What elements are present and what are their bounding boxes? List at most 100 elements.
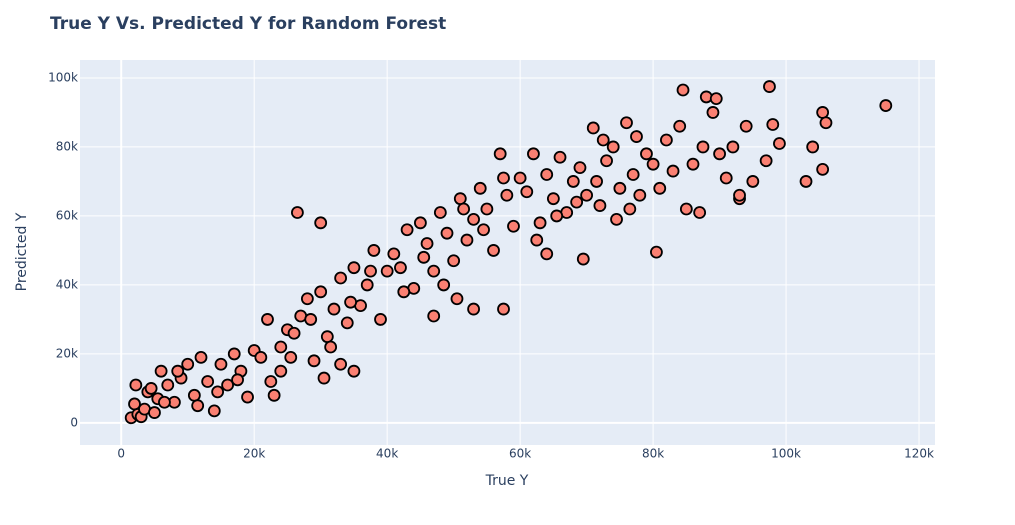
point — [733, 188, 746, 202]
point — [593, 199, 607, 212]
point — [650, 245, 663, 259]
point — [527, 147, 540, 161]
point — [719, 171, 733, 185]
point — [573, 161, 587, 175]
point — [520, 185, 534, 199]
point — [274, 340, 288, 354]
point — [158, 395, 171, 409]
grid — [80, 60, 935, 445]
point — [590, 175, 603, 188]
x-tick-label: 80k — [642, 447, 664, 461]
point — [586, 121, 600, 135]
point — [606, 140, 620, 154]
point — [816, 162, 830, 176]
point — [477, 223, 490, 237]
point — [686, 157, 700, 171]
point — [347, 364, 361, 378]
point — [437, 278, 451, 292]
point — [307, 354, 321, 368]
point — [676, 83, 690, 97]
point — [799, 175, 813, 188]
point — [497, 302, 510, 316]
point — [334, 271, 348, 285]
point — [500, 188, 514, 202]
point — [264, 375, 278, 388]
y-tick-label: 20k — [56, 346, 78, 360]
point — [420, 237, 434, 250]
x-tick-label: 40k — [376, 447, 398, 461]
y-tick-label: 0 — [70, 415, 78, 429]
point — [227, 347, 241, 361]
y-tick-label: 100k — [48, 70, 78, 84]
point — [414, 216, 427, 230]
y-axis-title: Predicted Y — [14, 212, 30, 291]
point — [679, 202, 693, 216]
point — [340, 316, 354, 330]
point — [580, 188, 594, 202]
point — [427, 309, 441, 323]
point — [659, 133, 673, 147]
point — [231, 373, 244, 387]
point — [706, 106, 720, 119]
point — [806, 140, 820, 154]
point — [314, 216, 328, 230]
point — [630, 130, 643, 143]
point — [460, 233, 474, 247]
point — [473, 181, 487, 195]
x-tick-label: 120k — [904, 447, 934, 461]
point — [447, 254, 461, 268]
x-tick-label: 20k — [243, 447, 265, 461]
y-tick-label: 80k — [56, 139, 78, 153]
point — [261, 313, 274, 326]
point — [194, 350, 208, 364]
point — [566, 175, 580, 188]
plot-area — [80, 60, 935, 445]
point — [610, 212, 623, 226]
point — [739, 119, 753, 133]
points — [124, 80, 893, 425]
point — [546, 192, 560, 206]
point — [533, 216, 547, 230]
point — [129, 378, 143, 392]
point — [666, 164, 680, 178]
point — [211, 385, 225, 399]
point — [540, 247, 554, 261]
point — [497, 171, 510, 185]
point — [207, 404, 221, 418]
point — [653, 181, 667, 195]
point — [570, 195, 584, 209]
point — [576, 252, 590, 266]
x-tick-label: 0 — [117, 447, 125, 461]
point — [613, 181, 627, 195]
y-tick-label: 60k — [56, 208, 78, 222]
point — [387, 247, 401, 261]
point — [493, 147, 507, 161]
point — [450, 292, 464, 306]
point — [696, 140, 710, 154]
point — [553, 150, 567, 164]
point — [148, 406, 161, 419]
point — [550, 209, 564, 223]
point — [626, 168, 640, 181]
point — [600, 154, 613, 168]
point — [327, 302, 341, 316]
point — [334, 357, 348, 371]
point — [187, 388, 201, 402]
point — [144, 382, 158, 395]
point — [487, 244, 500, 257]
point — [317, 371, 331, 385]
x-tick-label: 60k — [509, 447, 531, 461]
chart-title: True Y Vs. Predicted Y for Random Forest — [50, 14, 446, 34]
point — [620, 116, 633, 130]
point — [397, 285, 411, 299]
point — [763, 80, 776, 93]
point — [181, 357, 195, 371]
y-tick-label: 40k — [56, 277, 78, 291]
point — [300, 292, 314, 306]
point — [623, 202, 637, 216]
point — [433, 206, 447, 219]
point — [640, 147, 653, 161]
point — [304, 313, 318, 326]
point — [274, 364, 288, 378]
point — [819, 116, 833, 130]
